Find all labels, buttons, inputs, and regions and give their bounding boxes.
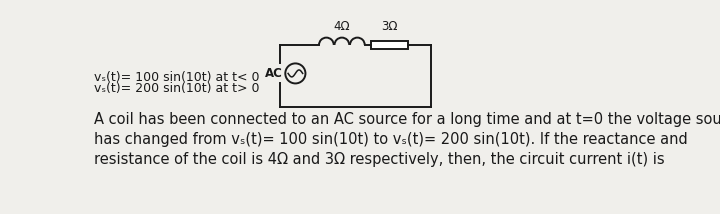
Text: resistance of the coil is 4Ω and 3Ω respectively, then, the circuit current i(t): resistance of the coil is 4Ω and 3Ω resp… [94,152,665,167]
Text: 3Ω: 3Ω [382,20,397,33]
Text: vₛ(t)= 100 sin(10t) at t< 0: vₛ(t)= 100 sin(10t) at t< 0 [94,71,259,84]
Text: 4Ω: 4Ω [333,20,350,33]
Bar [372,41,408,49]
Text: AC: AC [265,67,283,80]
Text: has changed from vₛ(t)= 100 sin(10t) to vₛ(t)= 200 sin(10t). If the reactance an: has changed from vₛ(t)= 100 sin(10t) to … [94,132,688,147]
Text: A coil has been connected to an AC source for a long time and at t=0 the voltage: A coil has been connected to an AC sourc… [94,112,720,127]
Text: vₛ(t)= 200 sin(10t) at t> 0: vₛ(t)= 200 sin(10t) at t> 0 [94,82,259,95]
